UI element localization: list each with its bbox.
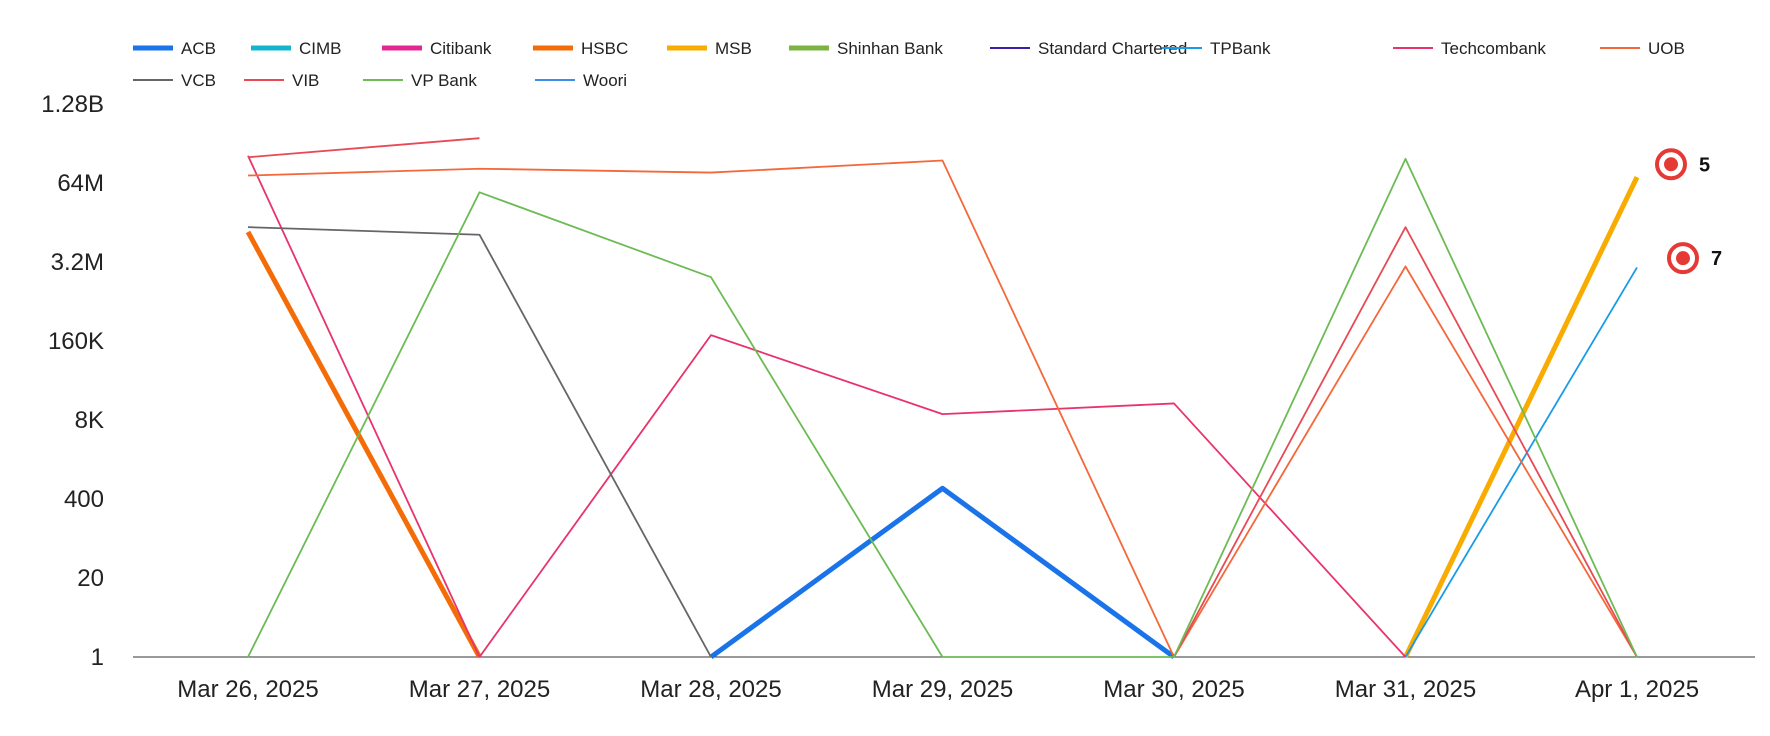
chart-legend[interactable]: ACB CIMB Citibank HSBC MSB Shinhan Bank Standa…	[133, 39, 1685, 90]
legend-label: HSBC	[581, 39, 628, 58]
series-vcb	[247, 226, 712, 658]
legend-item-vcb[interactable]: VCB	[133, 71, 216, 90]
y-tick-label: 20	[77, 565, 104, 592]
annotation-label: 5	[1699, 154, 1710, 176]
series-hsbc	[245, 230, 482, 659]
legend-label: VP Bank	[411, 71, 477, 90]
x-tick-label: Apr 1, 2025	[1575, 676, 1699, 703]
legend-label: UOB	[1648, 39, 1685, 58]
series-line	[247, 137, 480, 159]
legend-item-vib[interactable]: VIB	[244, 71, 319, 90]
y-axis: 1 20 400 8K 160K 3.2M 64M 1.28B	[41, 91, 104, 671]
y-tick-label: 160K	[48, 328, 104, 355]
legend-label: Citibank	[430, 39, 492, 58]
series-acb	[709, 485, 1176, 660]
legend-item-acb[interactable]: ACB	[133, 39, 216, 58]
y-tick-label: 3.2M	[51, 249, 104, 276]
legend-item-msb[interactable]: MSB	[667, 39, 752, 58]
legend-item-cimb[interactable]: CIMB	[251, 39, 342, 58]
legend-item-standard-chartered[interactable]: Standard Chartered	[990, 39, 1187, 58]
series-vp-bank	[247, 157, 1638, 658]
plot-area	[245, 137, 1640, 660]
legend-item-shinhan-bank[interactable]: Shinhan Bank	[789, 39, 943, 58]
x-tick-label: Mar 28, 2025	[640, 676, 781, 703]
series-line	[247, 155, 1407, 658]
y-tick-label: 1.28B	[41, 91, 104, 118]
legend-label: VIB	[292, 71, 319, 90]
legend-label: Woori	[583, 71, 627, 90]
series-line	[709, 485, 1176, 660]
y-tick-label: 400	[64, 486, 104, 513]
series-line	[247, 159, 1638, 658]
legend-label: Techcombank	[1441, 39, 1546, 58]
target-center	[1676, 251, 1690, 266]
series-line	[1403, 176, 1640, 659]
legend-label: Shinhan Bank	[837, 39, 943, 58]
y-tick-label: 64M	[57, 170, 104, 197]
legend-label: Standard Chartered	[1038, 39, 1187, 58]
legend-label: MSB	[715, 39, 752, 58]
target-center	[1664, 157, 1678, 172]
legend-item-hsbc[interactable]: HSBC	[533, 39, 628, 58]
series-techcombank	[247, 155, 1407, 658]
legend-label: CIMB	[299, 39, 342, 58]
legend-label: ACB	[181, 39, 216, 58]
legend-item-citibank[interactable]: Citibank	[382, 39, 492, 58]
series-line	[1173, 226, 1638, 658]
annotations: 57	[1655, 148, 1722, 275]
x-tick-label: Mar 26, 2025	[177, 676, 318, 703]
legend-label: VCB	[181, 71, 216, 90]
y-tick-label: 8K	[75, 407, 104, 434]
annotation-marker[interactable]: 7	[1667, 242, 1722, 275]
series-line	[247, 157, 1638, 658]
series-msb	[1403, 176, 1640, 659]
series-line	[245, 230, 482, 659]
legend-label: TPBank	[1210, 39, 1271, 58]
x-tick-label: Mar 31, 2025	[1335, 676, 1476, 703]
legend-item-vp-bank[interactable]: VP Bank	[363, 71, 477, 90]
x-tick-label: Mar 30, 2025	[1103, 676, 1244, 703]
y-tick-label: 1	[91, 644, 104, 671]
x-axis: Mar 26, 2025 Mar 27, 2025 Mar 28, 2025 Mar …	[177, 676, 1699, 703]
x-tick-label: Mar 29, 2025	[872, 676, 1013, 703]
legend-item-uob[interactable]: UOB	[1600, 39, 1685, 58]
annotation-label: 7	[1711, 248, 1722, 270]
series-line	[247, 226, 712, 658]
legend-item-techcombank[interactable]: Techcombank	[1393, 39, 1546, 58]
x-tick-label: Mar 27, 2025	[409, 676, 550, 703]
legend-item-tpbank[interactable]: TPBank	[1162, 39, 1271, 58]
legend-item-woori[interactable]: Woori	[535, 71, 627, 90]
series-uob	[247, 159, 1638, 658]
series-vib	[247, 137, 1638, 658]
annotation-marker[interactable]: 5	[1655, 148, 1710, 181]
